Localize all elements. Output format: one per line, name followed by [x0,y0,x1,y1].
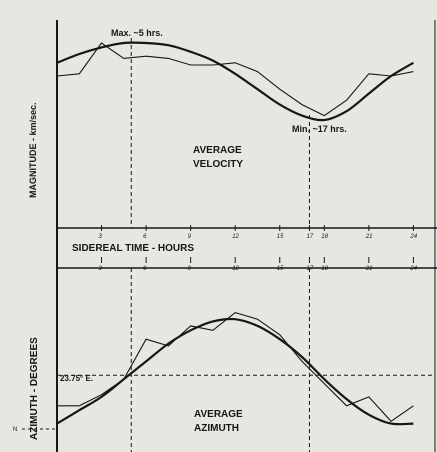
azimuth-x-ticks: 3 6 9 12 15 17 18 21 24 [99,257,418,272]
velocity-tick-label: 24 [409,234,417,240]
velocity-tick-label: 15 [277,234,284,240]
velocity-chart-title-line1: AVERAGE [193,145,242,156]
azimuth-y-axis-label: AZIMUTH - DEGREES [29,337,40,440]
azimuth-fitted-curve [56,317,414,426]
velocity-tick-label: 18 [321,234,328,240]
azimuth-tick-label: 21 [365,266,373,272]
velocity-tick-label: 21 [365,234,373,240]
azimuth-tick-label: 6 [143,266,147,272]
azimuth-observed-line [57,311,414,423]
velocity-chart-title-line2: VELOCITY [193,159,243,170]
azimuth-tick-label: 12 [232,266,239,272]
velocity-tick-label: 17 [306,234,313,240]
north-label: N [13,427,17,433]
velocity-fitted-curve [56,41,414,122]
azimuth-chart-title-line2: AZIMUTH [194,423,239,434]
azimuth-tick-label: 18 [321,266,328,272]
azimuth-chart-title-line1: AVERAGE [194,409,243,420]
reference-annotation: 23.75° E. [60,374,93,383]
velocity-tick-label: 3 [99,234,103,240]
velocity-tick-label: 6 [143,234,147,240]
velocity-observed-line [56,42,414,117]
azimuth-tick-label: 17 [306,266,313,272]
axes-frame [56,20,437,452]
max-annotation: Max. ~5 hrs. [111,28,163,38]
azimuth-tick-label: 15 [277,266,284,272]
min-annotation: Min. ~17 hrs. [292,124,347,134]
sidereal-time-axis-label: SIDEREAL TIME - HOURS [72,243,194,254]
azimuth-tick-label: 24 [409,266,417,272]
velocity-y-axis-label: MAGNITUDE - km/sec. [28,102,38,198]
velocity-tick-label: 9 [188,234,192,240]
azimuth-tick-label: 3 [99,266,103,272]
velocity-tick-label: 12 [232,234,239,240]
azimuth-tick-label: 9 [188,266,192,272]
